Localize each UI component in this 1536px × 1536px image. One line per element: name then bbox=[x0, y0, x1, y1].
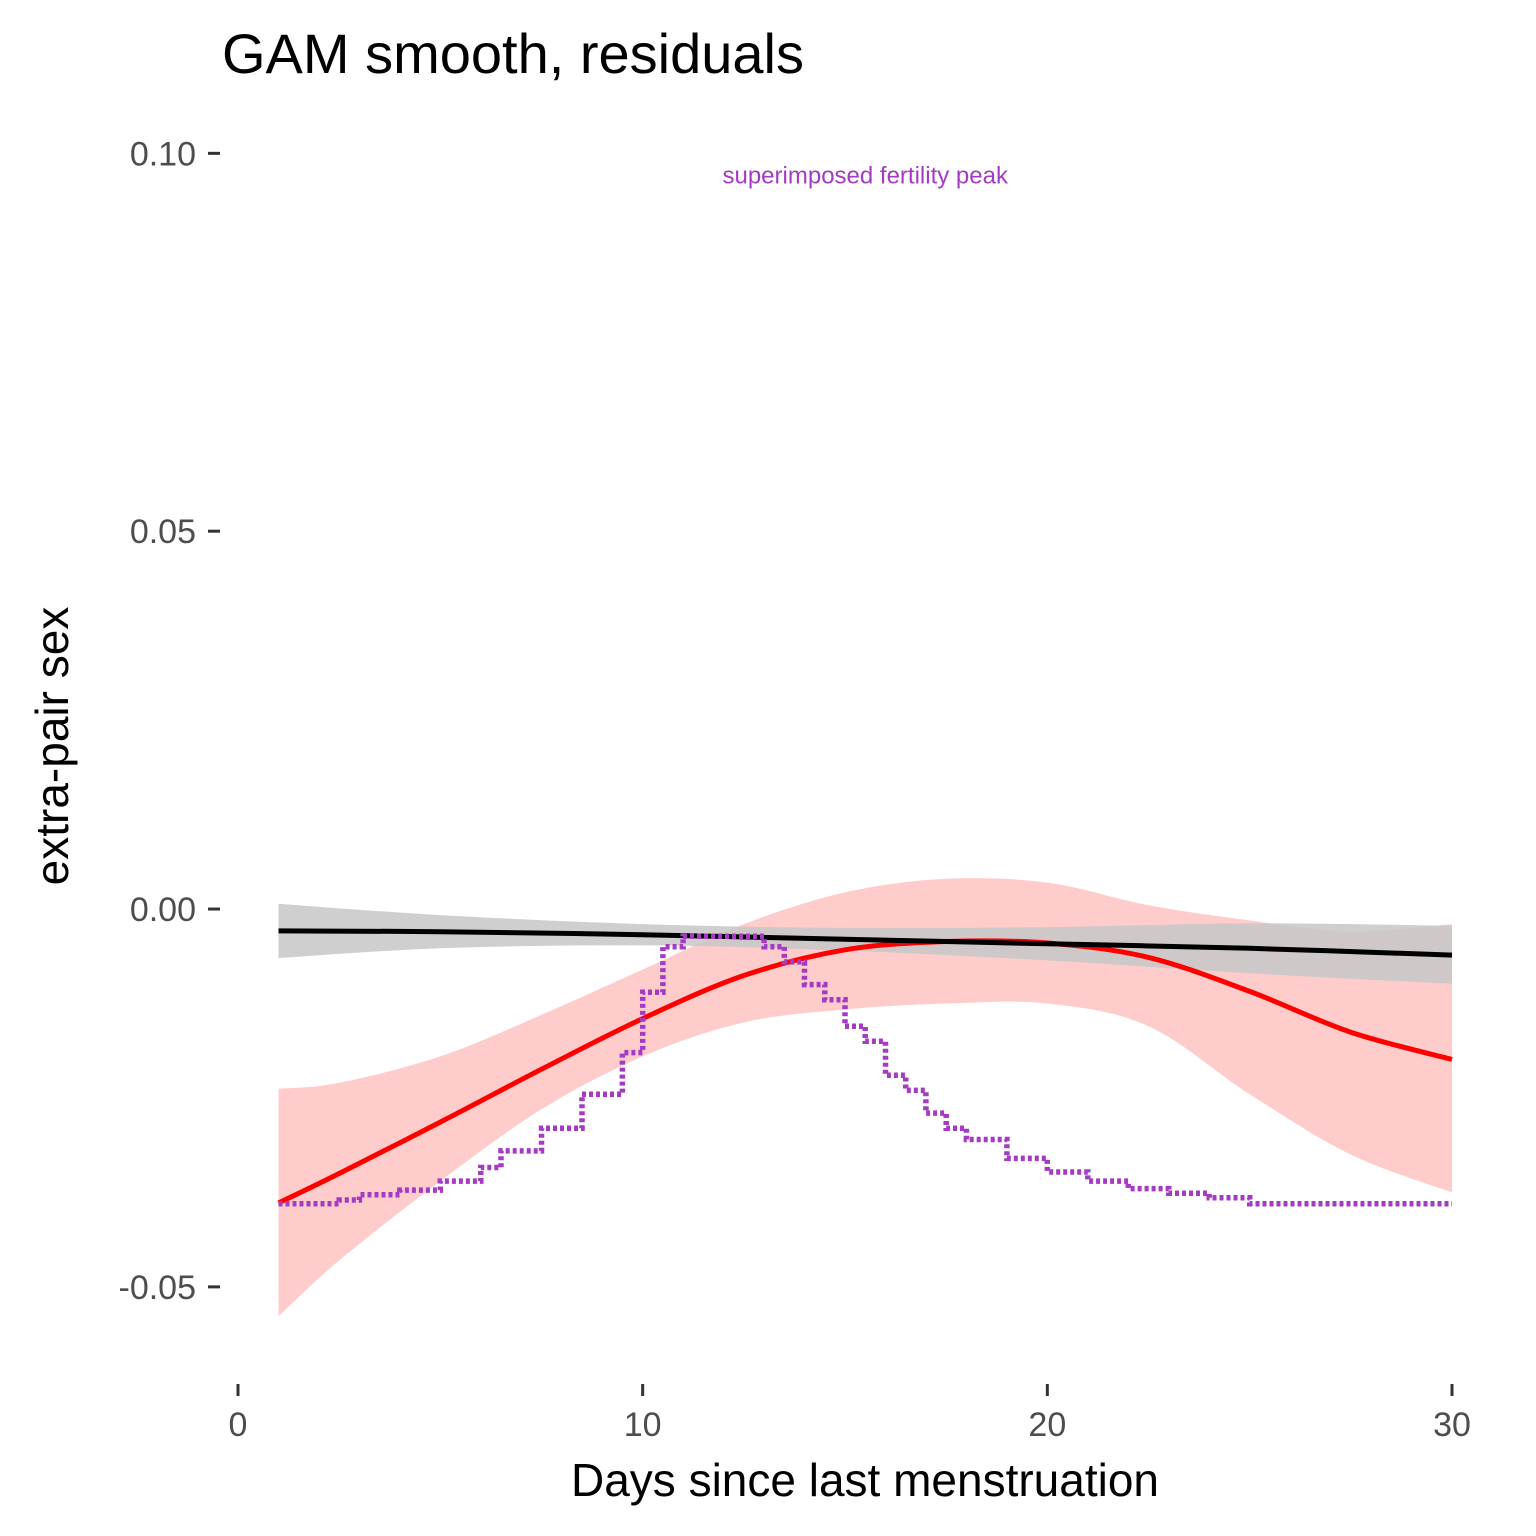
chart-title: GAM smooth, residuals bbox=[222, 22, 804, 85]
x-tick-label: 0 bbox=[229, 1406, 248, 1444]
series-lines bbox=[277, 928, 1453, 1207]
y-tick-label: 0.10 bbox=[130, 135, 196, 173]
x-tick-label: 30 bbox=[1433, 1406, 1471, 1444]
x-tick-label: 10 bbox=[624, 1406, 662, 1444]
y-tick-label: -0.05 bbox=[119, 1269, 197, 1307]
x-axis: 0 10 20 30 bbox=[229, 1384, 1471, 1444]
x-axis-title: Days since last menstruation bbox=[571, 1454, 1159, 1506]
annotations: superimposed fertility peak bbox=[722, 163, 1008, 190]
annotation-fertility-peak: superimposed fertility peak bbox=[722, 163, 1008, 190]
fertility-step-line bbox=[278, 933, 1452, 1207]
x-tick-label: 20 bbox=[1028, 1406, 1066, 1444]
linear-fit-line bbox=[278, 928, 1453, 958]
confidence-band-1 bbox=[278, 878, 1452, 1317]
gam-smooth-line bbox=[277, 938, 1453, 1206]
confidence-bands bbox=[278, 878, 1452, 1317]
y-axis-title: extra-pair sex bbox=[26, 607, 78, 886]
y-tick-label: 0.00 bbox=[130, 891, 196, 929]
confidence-band-0 bbox=[278, 903, 1452, 984]
y-axis: -0.05 0.00 0.05 0.10 bbox=[119, 135, 220, 1307]
y-tick-label: 0.05 bbox=[130, 513, 196, 551]
